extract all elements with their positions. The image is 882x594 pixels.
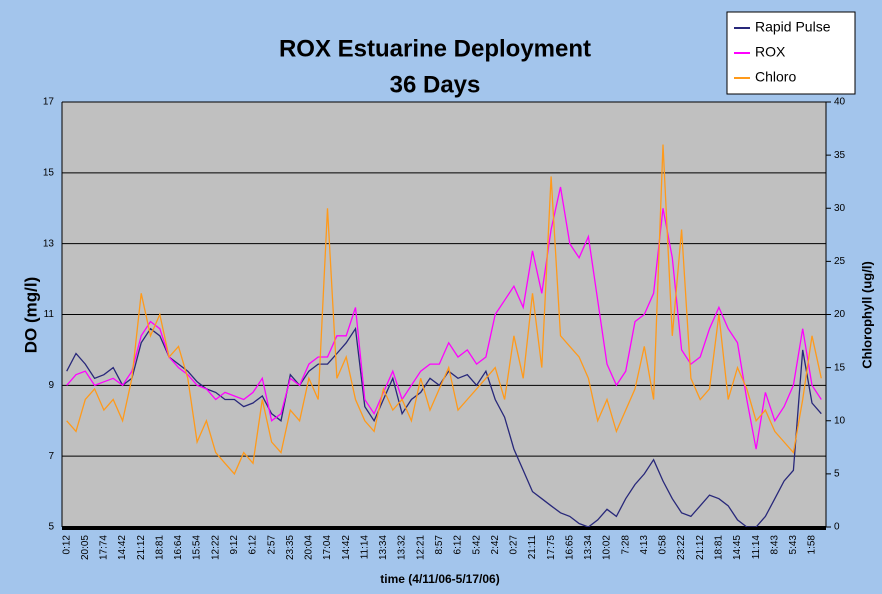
x-tick-label: 18:81 xyxy=(713,535,724,560)
x-tick-label: 20:04 xyxy=(304,535,315,560)
y2-tick-label: 20 xyxy=(834,309,846,320)
y2-axis-title: Chlorophyll (ug/l) xyxy=(859,261,874,369)
legend-label: Chloro xyxy=(755,69,796,85)
x-tick-label: 21:12 xyxy=(695,535,706,560)
y2-tick-label: 25 xyxy=(834,256,846,267)
y-tick-label: 13 xyxy=(43,238,55,249)
x-tick-label: 15:54 xyxy=(192,535,203,560)
x-tick-label: 16:64 xyxy=(173,535,184,560)
x-tick-label: 13:34 xyxy=(378,535,389,560)
x-tick-label: 5:43 xyxy=(788,535,799,555)
x-tick-label: 0:12 xyxy=(61,535,72,555)
x-tick-label: 9:12 xyxy=(229,535,240,555)
y2-tick-label: 40 xyxy=(834,97,846,108)
x-tick-label: 21:12 xyxy=(136,535,147,560)
x-tick-label: 0:27 xyxy=(509,535,520,555)
x-tick-label: 5:42 xyxy=(471,535,482,555)
x-tick-label: 17:04 xyxy=(322,535,333,560)
x-tick-label: 14:45 xyxy=(732,535,743,560)
y-tick-label: 11 xyxy=(44,309,55,320)
x-tick-label: 11:14 xyxy=(359,535,370,560)
x-tick-label: 12:21 xyxy=(415,535,426,560)
y2-tick-label: 35 xyxy=(834,150,846,161)
x-tick-label: 7:28 xyxy=(620,535,631,555)
y2-tick-label: 10 xyxy=(834,415,846,426)
x-tick-label: 2:42 xyxy=(490,535,501,555)
y-tick-label: 5 xyxy=(48,522,54,533)
x-tick-label: 13:32 xyxy=(397,535,408,560)
x-tick-label: 8:43 xyxy=(769,535,780,555)
x-tick-label: 13:34 xyxy=(583,535,594,560)
series-line xyxy=(66,186,822,450)
y2-tick-label: 30 xyxy=(834,203,846,214)
x-tick-label: 11:14 xyxy=(751,535,762,560)
x-tick-label: 18:81 xyxy=(154,535,165,560)
y2-tick-label: 5 xyxy=(834,469,840,480)
x-tick-label: 14:42 xyxy=(341,535,352,560)
y2-tick-label: 0 xyxy=(834,522,840,533)
y-tick-label: 15 xyxy=(43,167,55,178)
x-tick-label: 6:12 xyxy=(453,535,464,555)
x-tick-label: 17:75 xyxy=(546,535,557,560)
x-tick-label: 4:13 xyxy=(639,535,650,555)
x-tick-label: 20:05 xyxy=(80,535,91,560)
y2-tick-label: 15 xyxy=(834,362,846,373)
series-line xyxy=(66,144,822,476)
chart-subtitle: 36 Days xyxy=(390,71,481,98)
y-axis-title: DO (mg/l) xyxy=(21,277,40,354)
y-tick-label: 17 xyxy=(43,97,55,108)
chart-title: ROX Estuarine Deployment xyxy=(279,35,591,62)
x-tick-label: 23:35 xyxy=(285,535,296,560)
y-tick-label: 7 xyxy=(48,451,54,462)
x-tick-label: 21:11 xyxy=(527,535,538,560)
x-tick-label: 6:12 xyxy=(248,535,259,555)
x-tick-label: 17:74 xyxy=(99,535,110,560)
x-axis-title: time (4/11/06-5/17/06) xyxy=(380,572,499,586)
x-tick-label: 8:57 xyxy=(434,535,445,555)
x-tick-label: 12:22 xyxy=(210,535,221,560)
x-tick-label: 1:58 xyxy=(807,535,818,555)
x-tick-label: 0:58 xyxy=(658,535,669,555)
x-tick-label: 23:22 xyxy=(676,535,687,560)
x-tick-label: 10:02 xyxy=(602,535,613,560)
y-tick-label: 9 xyxy=(48,380,54,391)
x-tick-label: 2:57 xyxy=(266,535,277,555)
x-tick-label: 16:65 xyxy=(564,535,575,560)
legend-label: Rapid Pulse xyxy=(755,19,831,35)
x-tick-label: 14:42 xyxy=(117,535,128,560)
legend-label: ROX xyxy=(755,44,786,60)
